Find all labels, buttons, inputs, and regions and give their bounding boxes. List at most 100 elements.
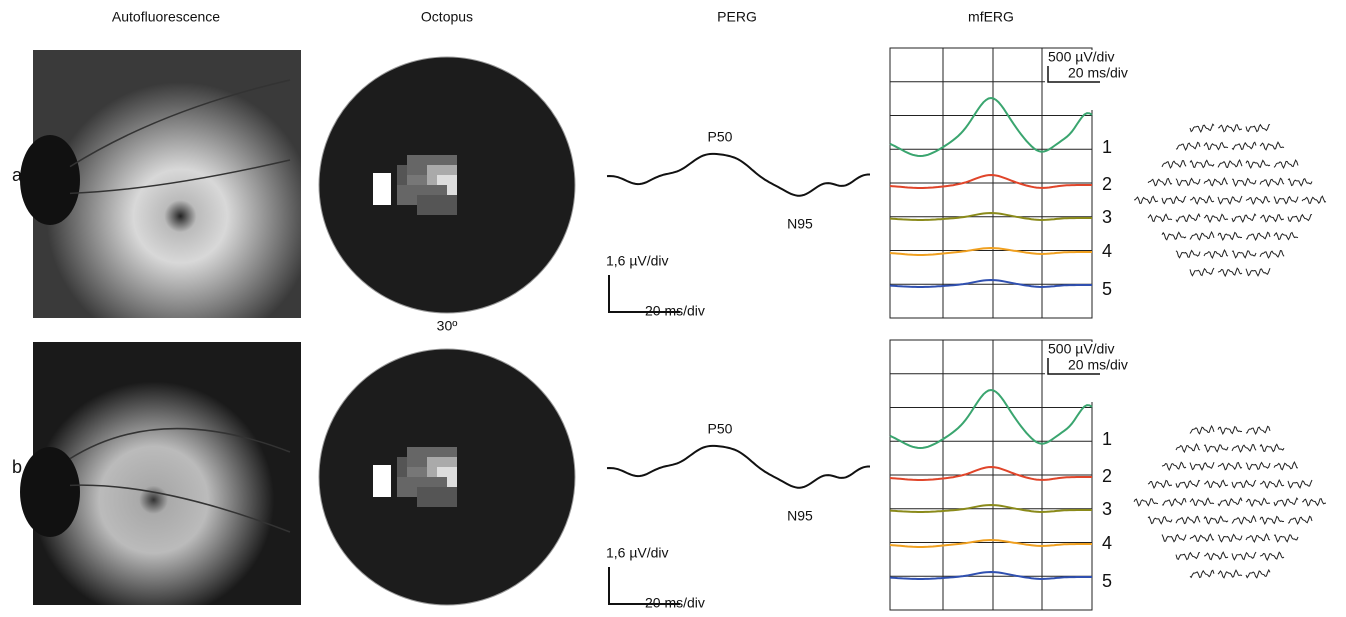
mferg-trace — [889, 503, 1092, 514]
local-trace — [1175, 213, 1201, 223]
local-trace — [1203, 551, 1229, 561]
local-trace — [1189, 267, 1215, 277]
local-trace — [1189, 195, 1215, 205]
perg-peak-label: P50 — [708, 129, 733, 145]
column-heading: PERG — [717, 9, 757, 25]
mferg-trace — [889, 211, 1092, 222]
perg-peak-label: P50 — [708, 421, 733, 437]
mferg-y-scale: 500 µV/div — [1048, 49, 1114, 65]
local-trace — [1161, 533, 1187, 543]
scale-bar — [608, 567, 680, 605]
panel-label: a — [12, 165, 23, 185]
local-trace — [1245, 497, 1271, 508]
local-trace — [1217, 497, 1243, 507]
local-trace — [1189, 424, 1215, 435]
local-trace — [1273, 497, 1299, 508]
local-trace — [1189, 123, 1215, 134]
local-trace — [1203, 444, 1229, 453]
perg-y-scale: 1,6 µV/div — [606, 545, 669, 561]
local-trace — [1245, 268, 1271, 277]
perg-x-scale: 20 ms/div — [645, 303, 705, 319]
local-trace — [1161, 461, 1187, 472]
local-trace — [1245, 461, 1271, 471]
local-trace — [1259, 177, 1285, 188]
local-trace — [1175, 551, 1201, 561]
perg-trough-label: N95 — [787, 508, 813, 524]
mferg-trace — [889, 388, 1093, 450]
optic-disc — [20, 135, 80, 225]
local-trace — [1217, 195, 1243, 205]
local-trace — [1203, 479, 1229, 489]
blind-spot — [373, 465, 391, 497]
local-trace — [1231, 250, 1257, 259]
local-trace — [1217, 231, 1243, 241]
field-cell — [417, 195, 457, 215]
local-trace — [1203, 177, 1229, 187]
ring-label: 1 — [1102, 429, 1112, 449]
local-trace — [1175, 443, 1201, 454]
local-trace — [1189, 497, 1215, 507]
mferg-trace — [889, 278, 1092, 289]
mferg-x-scale: 20 ms/div — [1068, 65, 1128, 81]
local-trace — [1161, 160, 1187, 169]
local-trace — [1259, 551, 1285, 562]
vessel — [69, 427, 291, 460]
local-trace — [1245, 195, 1271, 205]
local-trace — [1259, 515, 1285, 525]
local-trace — [1189, 533, 1215, 542]
mferg-trace — [889, 465, 1092, 481]
mferg-trace — [889, 96, 1093, 158]
local-trace — [1175, 141, 1201, 151]
vessel — [69, 159, 291, 195]
local-trace — [1133, 195, 1159, 205]
ring-label: 5 — [1102, 571, 1112, 591]
ring-label: 1 — [1102, 137, 1112, 157]
local-trace — [1161, 498, 1187, 507]
perg-y-scale: 1,6 µV/div — [606, 253, 669, 269]
local-trace — [1203, 515, 1229, 525]
local-trace — [1133, 498, 1159, 507]
scale-bar — [1047, 66, 1100, 83]
ring-label: 4 — [1102, 533, 1112, 553]
scale-bar — [1047, 358, 1100, 375]
field-cell — [417, 487, 457, 507]
local-trace — [1161, 195, 1187, 205]
mferg-y-scale: 500 µV/div — [1048, 341, 1114, 357]
local-trace — [1175, 249, 1201, 259]
local-trace — [1231, 177, 1257, 188]
local-trace — [1189, 230, 1215, 241]
local-trace — [1287, 177, 1313, 187]
local-trace — [1147, 515, 1173, 525]
local-trace — [1217, 159, 1243, 169]
local-trace — [1147, 479, 1173, 489]
local-trace — [1147, 177, 1173, 187]
perg-trough-label: N95 — [787, 216, 813, 232]
panel-label: b — [12, 457, 22, 477]
mferg-x-scale: 20 ms/div — [1068, 357, 1128, 373]
local-trace — [1273, 231, 1299, 241]
local-trace — [1217, 425, 1243, 435]
local-trace — [1231, 444, 1257, 453]
blind-spot — [373, 173, 391, 205]
local-trace — [1287, 479, 1313, 489]
perg-x-scale: 20 ms/div — [645, 595, 705, 611]
mferg-trace — [889, 538, 1092, 548]
local-trace — [1217, 267, 1243, 278]
local-trace — [1189, 569, 1215, 579]
local-trace — [1217, 533, 1243, 543]
local-trace — [1217, 124, 1243, 133]
ring-label: 2 — [1102, 466, 1112, 486]
local-trace — [1287, 213, 1313, 223]
local-trace — [1245, 425, 1271, 435]
local-trace — [1231, 141, 1257, 151]
local-trace — [1273, 195, 1299, 205]
local-trace — [1273, 534, 1299, 543]
local-trace — [1245, 123, 1271, 133]
ring-label: 4 — [1102, 241, 1112, 261]
local-trace — [1273, 159, 1299, 169]
field-angle: 30º — [437, 318, 458, 334]
local-trace — [1259, 214, 1285, 223]
local-trace — [1231, 551, 1257, 561]
local-trace — [1175, 479, 1201, 489]
